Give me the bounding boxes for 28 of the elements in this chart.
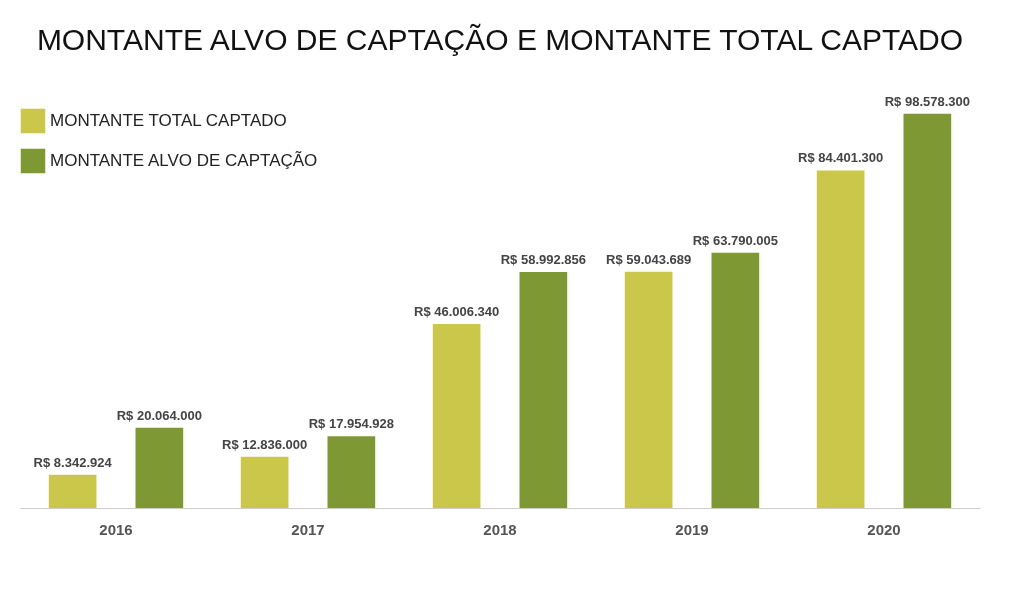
bar bbox=[327, 436, 376, 508]
bar bbox=[816, 170, 865, 508]
x-tick-label: 2020 bbox=[867, 520, 901, 538]
data-label: R$ 20.064.000 bbox=[116, 407, 202, 423]
x-tick-label: 2019 bbox=[675, 520, 709, 538]
bar bbox=[624, 271, 673, 508]
data-label: R$ 59.043.689 bbox=[606, 251, 692, 267]
bar bbox=[135, 427, 184, 508]
bar bbox=[519, 272, 568, 508]
bar bbox=[432, 323, 481, 508]
legend-label: MONTANTE TOTAL CAPTADO bbox=[50, 111, 287, 130]
x-tick-label: 2016 bbox=[99, 520, 133, 538]
data-label: R$ 63.790.005 bbox=[692, 232, 778, 248]
x-tick-label: 2018 bbox=[483, 520, 517, 538]
bar bbox=[711, 252, 760, 508]
data-label: R$ 12.836.000 bbox=[222, 436, 308, 452]
x-tick-label: 2017 bbox=[291, 520, 325, 538]
bar bbox=[48, 474, 97, 508]
data-label: R$ 17.954.928 bbox=[308, 416, 394, 432]
data-label: R$ 84.401.300 bbox=[798, 150, 884, 166]
chart-title: MONTANTE ALVO DE CAPTAÇÃO E MONTANTE TOTAL CAPTADO bbox=[36, 22, 964, 56]
data-label: R$ 58.992.856 bbox=[500, 252, 586, 268]
bar bbox=[903, 113, 952, 508]
bar bbox=[240, 456, 289, 508]
data-label: R$ 46.006.340 bbox=[414, 303, 500, 319]
data-label: R$ 8.342.924 bbox=[33, 454, 113, 470]
legend-label: MONTANTE ALVO DE CAPTAÇÃO bbox=[50, 151, 318, 170]
data-label: R$ 98.578.300 bbox=[884, 93, 970, 109]
